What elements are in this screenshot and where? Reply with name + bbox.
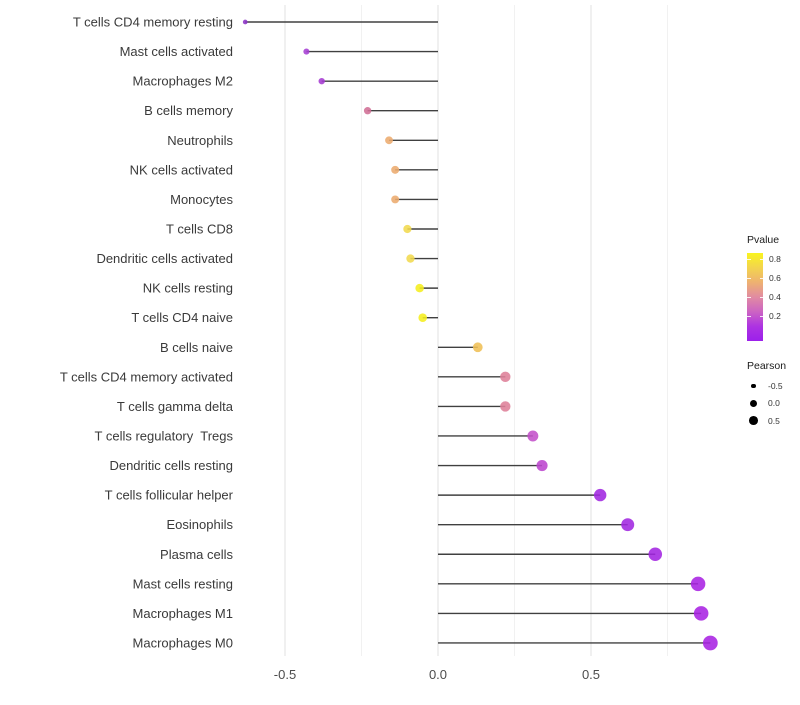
- size-legend-label: 0.0: [768, 398, 780, 409]
- category-label: Dendritic cells activated: [96, 251, 233, 266]
- category-label: Macrophages M0: [133, 635, 233, 650]
- pearson-size-legend: -0.5 0.0 0.5: [747, 377, 800, 430]
- colorbar-tick-mark: [747, 296, 751, 298]
- pearson-legend-title: Pearson: [747, 360, 787, 372]
- colorbar-tick-mark: [747, 258, 751, 260]
- lollipop-dot: [500, 401, 511, 412]
- colorbar-tick-label: 0.2: [769, 311, 781, 321]
- category-label: Eosinophils: [167, 517, 234, 532]
- size-legend-dot-box: [747, 399, 760, 407]
- category-label: T cells CD4 memory resting: [73, 15, 233, 30]
- size-legend-item: 0.0: [747, 395, 800, 413]
- category-label: Mast cells activated: [120, 44, 233, 59]
- colorbar-tick-mark: [747, 277, 751, 279]
- category-label: Macrophages M1: [133, 606, 233, 621]
- category-label: T cells regulatory Tregs: [95, 428, 234, 443]
- lollipop-dot: [593, 488, 607, 502]
- lollipop-dot: [303, 48, 310, 55]
- category-label: Neutrophils: [167, 133, 233, 148]
- colorbar-tick-mark: [759, 258, 763, 260]
- lollipop-dot: [500, 371, 511, 383]
- x-tick-label: 0.0: [429, 667, 447, 682]
- lollipop-dot: [690, 576, 706, 592]
- pvalue-colorbar: [747, 253, 763, 341]
- lollipop-dot: [621, 518, 635, 532]
- x-tick-label: -0.5: [274, 667, 296, 682]
- lollipop-dot: [406, 254, 415, 263]
- size-legend-label: 0.5: [768, 415, 780, 426]
- category-label: Mast cells resting: [133, 576, 233, 591]
- size-legend-label: -0.5: [768, 380, 783, 391]
- category-label: Plasma cells: [160, 547, 233, 562]
- category-label: T cells gamma delta: [117, 399, 234, 414]
- lollipop-dot: [391, 195, 400, 204]
- lollipop-dot: [693, 606, 709, 621]
- colorbar-tick-mark: [759, 315, 763, 317]
- pvalue-legend-title: Pvalue: [747, 234, 780, 246]
- lollipop-dot: [415, 283, 424, 293]
- colorbar-tick-label: 0.6: [769, 273, 781, 283]
- size-legend-dot: [749, 416, 758, 426]
- lollipop-dot: [363, 107, 372, 115]
- lollipop-dot: [391, 165, 400, 174]
- category-label: T cells CD8: [166, 221, 233, 236]
- lollipop-dot: [648, 547, 663, 562]
- x-tick-label: 0.5: [582, 667, 600, 682]
- lollipop-dot: [472, 342, 483, 353]
- category-label: B cells naive: [160, 340, 233, 355]
- size-legend-dot: [750, 399, 757, 407]
- category-label: T cells CD4 memory activated: [60, 369, 233, 384]
- size-legend-dot: [751, 383, 756, 388]
- category-label: Macrophages M2: [133, 74, 233, 89]
- size-legend-item: 0.5: [747, 412, 800, 430]
- category-label: B cells memory: [144, 103, 233, 118]
- category-label: T cells CD4 naive: [131, 310, 233, 325]
- category-label: NK cells activated: [130, 162, 233, 177]
- category-label: T cells follicular helper: [105, 488, 234, 503]
- colorbar-tick-label: 0.8: [769, 254, 781, 264]
- lollipop-dot: [418, 313, 427, 322]
- lollipop-dot: [702, 635, 718, 651]
- lollipop-dot: [403, 224, 412, 234]
- colorbar-tick-mark: [747, 315, 751, 317]
- category-label: Monocytes: [170, 192, 233, 207]
- category-label: NK cells resting: [143, 281, 233, 296]
- lollipop-dot: [242, 19, 248, 25]
- size-legend-dot-box: [747, 416, 760, 426]
- colorbar-tick-mark: [759, 277, 763, 279]
- size-legend-dot-box: [747, 383, 760, 388]
- colorbar-tick-label: 0.4: [769, 292, 781, 302]
- colorbar-tick-mark: [759, 296, 763, 298]
- lollipop-dot: [385, 136, 393, 145]
- size-legend-item: -0.5: [747, 377, 800, 395]
- lollipop-dot: [318, 77, 325, 85]
- chart-legend: Pvalue 0.8 0.6 0.4 0.2 Pearson -0.5 0.0 0.5: [744, 234, 800, 444]
- category-label: Dendritic cells resting: [109, 458, 233, 473]
- lollipop-dot: [527, 430, 539, 442]
- lollipop-dot: [536, 459, 548, 472]
